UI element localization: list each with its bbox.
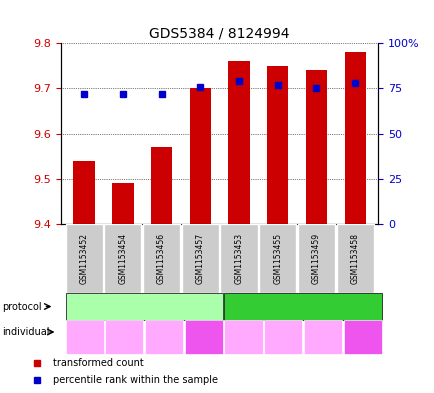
Bar [104, 224, 141, 293]
Bar [73, 161, 95, 224]
Bar [228, 61, 249, 224]
Text: donor: donor [193, 327, 214, 332]
Bar [259, 224, 296, 293]
Text: 11310: 11310 [112, 340, 136, 349]
Text: 6123: 6123 [154, 340, 173, 349]
Bar [143, 224, 180, 293]
Bar [220, 224, 257, 293]
Bar [189, 88, 210, 224]
Text: 11310: 11310 [270, 340, 295, 349]
Text: GSM1153455: GSM1153455 [273, 233, 282, 284]
Text: GSM1153454: GSM1153454 [118, 233, 127, 284]
Text: donor: donor [352, 327, 372, 332]
Bar [297, 224, 334, 293]
Text: donor: donor [233, 327, 253, 332]
Bar [112, 184, 133, 224]
Text: GSM1153457: GSM1153457 [195, 233, 204, 284]
Text: GSM1153456: GSM1153456 [157, 233, 166, 284]
Text: protocol: protocol [2, 301, 42, 312]
Text: percentile rank within the sample: percentile rank within the sample [53, 375, 217, 385]
Bar [151, 147, 172, 224]
Text: donor: donor [273, 327, 293, 332]
Title: GDS5384 / 8124994: GDS5384 / 8124994 [149, 27, 289, 40]
Bar [336, 224, 373, 293]
Text: 82406: 82406 [191, 340, 215, 349]
Text: 6123: 6123 [312, 340, 332, 349]
Text: GM-CSF, IL-4 treated: GM-CSF, IL-4 treated [94, 301, 194, 312]
Text: GSM1153459: GSM1153459 [311, 233, 320, 284]
Text: donor: donor [312, 327, 332, 332]
Text: GSM1153452: GSM1153452 [79, 233, 89, 284]
Text: GSM1153458: GSM1153458 [350, 233, 359, 284]
Bar [305, 70, 326, 224]
Text: donor: donor [74, 327, 95, 332]
Text: 305: 305 [77, 340, 92, 349]
Text: 82406: 82406 [350, 340, 374, 349]
Text: GSM1153453: GSM1153453 [234, 233, 243, 284]
Text: donor: donor [154, 327, 174, 332]
Text: GM-CSF, IL-4, INF-γ treated: GM-CSF, IL-4, INF-γ treated [236, 301, 368, 312]
Text: individual: individual [2, 327, 49, 337]
Text: donor: donor [114, 327, 134, 332]
Bar [66, 224, 102, 293]
Bar [344, 52, 365, 224]
Bar [266, 66, 288, 224]
Bar [181, 224, 218, 293]
Text: 305: 305 [236, 340, 250, 349]
Text: transformed count: transformed count [53, 358, 144, 367]
